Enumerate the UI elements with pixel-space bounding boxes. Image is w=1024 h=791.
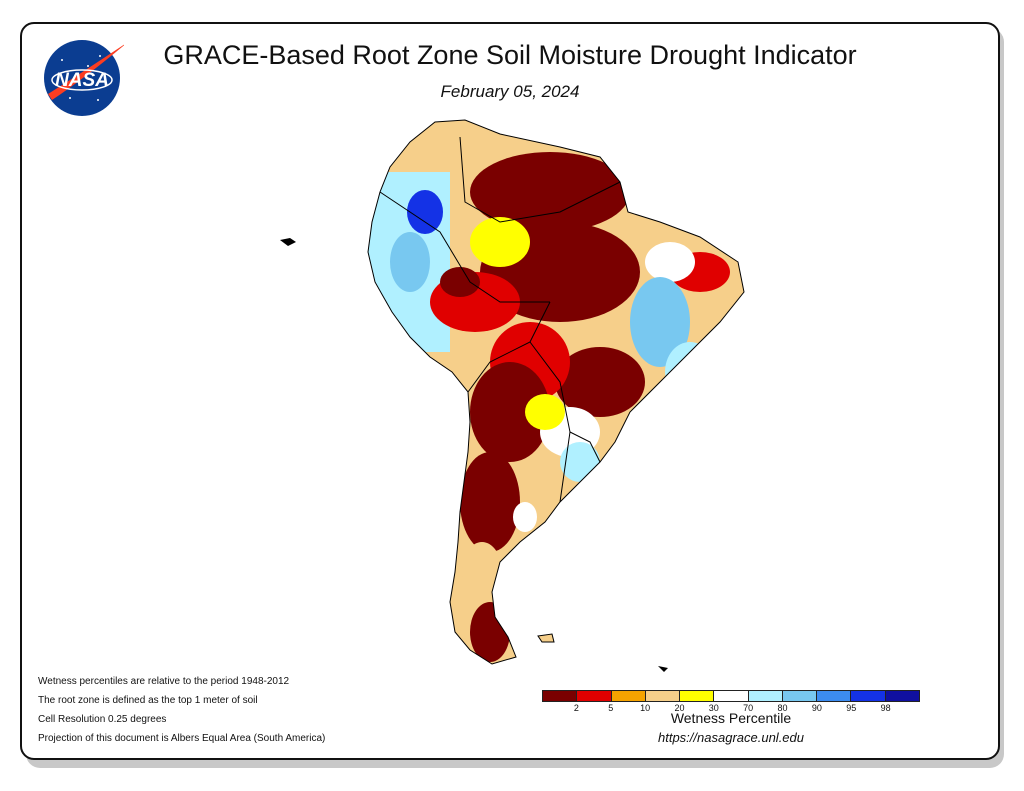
legend-swatch [577,691,612,701]
color-legend [542,690,920,702]
legend-swatch [748,691,783,701]
legend-swatch [885,691,919,701]
legend-tick-label: 80 [777,703,788,713]
note-line: The root zone is defined as the top 1 me… [38,695,258,706]
legend-swatch [817,691,852,701]
south-america-map [260,112,780,682]
note-line: Cell Resolution 0.25 degrees [38,714,167,725]
legend-tick-label: 30 [708,703,719,713]
legend-tick-label: 5 [608,703,614,713]
legend-tick-label: 70 [743,703,754,713]
legend-swatch [782,691,818,701]
legend-ticks: 2 5 10 20 30 70 80 90 95 98 [542,703,920,715]
legend-tick-label: 10 [640,703,651,713]
nasa-logo: NASA [40,36,128,120]
legend-tick-label: 90 [811,703,822,713]
galapagos-islands [280,238,296,246]
legend-swatch [851,691,886,701]
country-borders [367,119,745,665]
legend-tick-label: 95 [846,703,857,713]
legend-title: Wetness Percentile [670,710,792,726]
note-line: Wetness percentiles are relative to the … [38,676,290,687]
legend-swatch [645,691,681,701]
moisture-field [368,120,744,664]
legend-swatch [680,691,715,701]
map-date: February 05, 2024 [440,82,580,101]
page-title: GRACE-Based Root Zone Soil Moisture Drou… [163,40,857,70]
legend-tick-label: 98 [880,703,891,713]
map-notes: Wetness percentiles are relative to the … [38,676,325,752]
nasa-logo-text: NASA [55,70,109,91]
legend-tick-label: 2 [573,703,579,713]
legend-tick-label: 20 [674,703,685,713]
legend-swatch [543,691,578,701]
note-line: Projection of this document is Albers Eq… [38,733,326,744]
south-georgia-island [658,666,668,672]
falkland-islands [537,633,555,643]
source-url: https://nasagrace.unl.edu [658,730,804,745]
legend-swatch [714,691,749,701]
legend-swatch [611,691,646,701]
